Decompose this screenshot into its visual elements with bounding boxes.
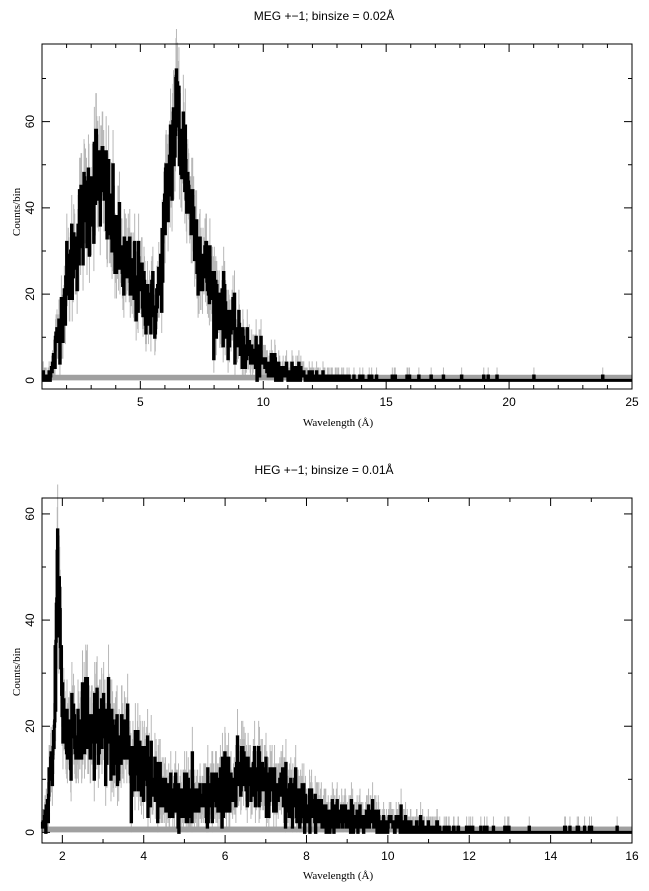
x-tick-label: 25 <box>625 395 639 409</box>
chart-title: HEG +−1; binsize = 0.01Å <box>254 462 393 477</box>
band-rect <box>42 826 632 833</box>
axis-ticks <box>41 44 633 389</box>
series-line <box>41 68 632 382</box>
error-bar-path <box>41 484 618 833</box>
low-count-band <box>42 826 632 833</box>
axis-tick-labels: 2 4 6 8 10 12 14 16 0 20 40 60 <box>23 507 639 863</box>
plot-frame <box>41 43 633 390</box>
x-axis-label: Wavelength (Å) <box>303 870 374 882</box>
x-tick-label: 20 <box>502 395 516 409</box>
y-tick-label: 60 <box>23 115 37 129</box>
chart-meg: MEG +−1; binsize = 0.02Å Wavelength (Å) … <box>11 8 639 429</box>
plot-frame <box>41 497 633 844</box>
x-tick-label: 6 <box>222 849 229 863</box>
x-tick-label: 4 <box>140 849 147 863</box>
y-axis-label: Counts/bin <box>11 187 23 236</box>
series-lines <box>41 68 632 382</box>
chart-heg: HEG +−1; binsize = 0.01Å Wavelength (Å) … <box>11 462 639 882</box>
error-bars <box>42 28 604 381</box>
x-tick-label: 5 <box>137 395 144 409</box>
x-tick-label: 2 <box>59 849 66 863</box>
y-tick-label: 60 <box>23 507 37 521</box>
x-tick-label: 14 <box>544 849 558 863</box>
y-axis-label: Counts/bin <box>11 647 23 696</box>
x-tick-label: 10 <box>257 395 271 409</box>
x-tick-label: 8 <box>303 849 310 863</box>
series-line <box>40 528 632 834</box>
x-tick-label: 16 <box>625 849 639 863</box>
error-bars <box>41 484 618 833</box>
y-tick-label: 0 <box>23 829 37 836</box>
axis-tick-labels: 5 10 15 20 25 0 20 40 60 <box>23 115 639 409</box>
error-bar-path <box>42 28 604 381</box>
x-axis-label: Wavelength (Å) <box>303 417 374 429</box>
y-tick-label: 0 <box>23 377 37 384</box>
x-tick-label: 15 <box>379 395 393 409</box>
y-tick-label: 20 <box>23 287 37 301</box>
y-tick-label: 40 <box>23 613 37 627</box>
x-tick-label: 10 <box>381 849 395 863</box>
x-tick-label: 12 <box>463 849 477 863</box>
y-tick-label: 40 <box>23 201 37 215</box>
chart-title: MEG +−1; binsize = 0.02Å <box>254 8 394 23</box>
y-tick-label: 20 <box>23 719 37 733</box>
series-lines <box>40 528 632 834</box>
